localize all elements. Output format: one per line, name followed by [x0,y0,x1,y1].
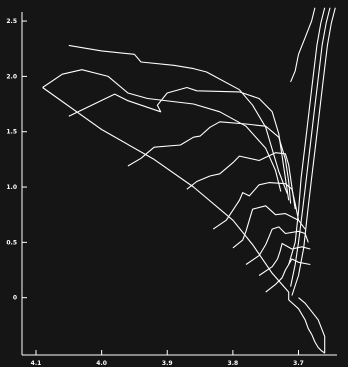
x-tick-label: 4.0 [96,360,107,367]
y-tick-label: 0.5 [6,239,17,246]
track-series-10 [265,258,311,293]
track-series-9 [258,242,311,276]
track-series-15 [42,87,326,354]
track-series-6 [212,182,300,230]
y-tick-label: 1.5 [6,129,17,136]
y-tick-label: 0 [13,295,17,302]
track-series-11 [288,7,326,265]
y-tick-label: 2.0 [6,73,17,80]
x-tick-label: 3.7 [293,360,304,367]
track-series-3 [68,86,290,201]
y-tick-label: 2.5 [6,18,17,25]
track-series-5 [186,152,296,210]
x-tick-label: 4.1 [31,360,42,367]
track-series-7 [232,205,306,249]
x-tick-label: 3.8 [228,360,239,367]
track-series-13 [291,7,336,296]
y-tick-label: 1.0 [6,184,17,191]
track-series-12 [290,7,331,287]
track-series-4 [127,121,292,204]
x-tick-label: 3.9 [162,360,173,367]
track-series-1 [42,69,282,192]
track-series-14 [290,7,316,83]
chart-axes [21,12,337,356]
track-series-2 [68,44,288,194]
chart-ticks: 2.5 2.0 1.5 1.0 0.5 0 4.1 4.0 3.9 3.8 3.7 [6,18,303,367]
track-series-8 [245,226,309,265]
evolution-tracks [42,7,336,354]
